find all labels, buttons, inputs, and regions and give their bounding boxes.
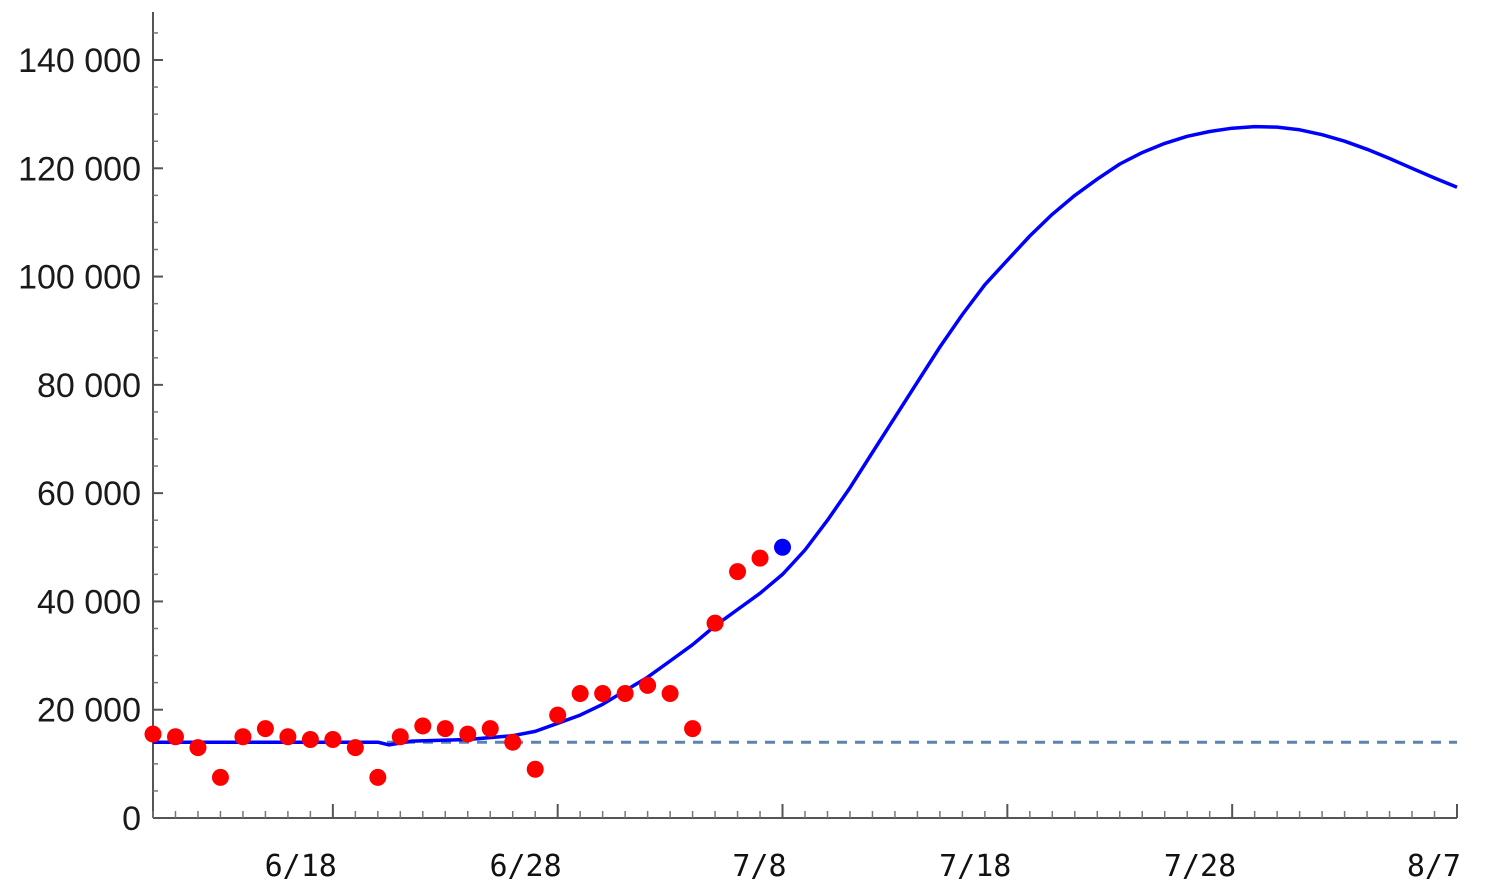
data-point — [436, 720, 454, 738]
y-tick-label: 80 000 — [37, 367, 141, 405]
data-point — [414, 717, 432, 735]
data-point — [616, 684, 634, 702]
data-point — [684, 720, 702, 738]
data-point — [346, 739, 364, 757]
data-point — [301, 730, 319, 748]
y-tick-label: 0 — [122, 800, 141, 838]
data-point — [504, 733, 522, 751]
data-point — [189, 739, 207, 757]
data-point — [549, 706, 567, 724]
data-point — [639, 676, 657, 694]
data-point — [166, 728, 184, 746]
data-point — [526, 760, 544, 778]
y-tick-label: 120 000 — [18, 150, 141, 188]
data-point — [234, 728, 252, 746]
data-point — [459, 725, 477, 743]
x-tick-label: 6/28 — [489, 849, 561, 882]
x-tick-label: 8/7 — [1407, 849, 1461, 882]
data-point — [144, 725, 162, 743]
data-point — [751, 549, 769, 567]
ticks — [152, 32, 1458, 819]
data-point — [279, 728, 297, 746]
x-tick-label: 7/18 — [939, 849, 1011, 882]
data-point — [571, 684, 589, 702]
data-point — [481, 720, 499, 738]
point-layer — [144, 538, 792, 786]
x-tick-label: 6/18 — [265, 849, 337, 882]
data-point — [706, 614, 724, 632]
data-point — [369, 768, 387, 786]
data-point — [661, 684, 679, 702]
data-point — [391, 728, 409, 746]
line-layer — [153, 124, 1458, 747]
y-tick-label: 40 000 — [37, 583, 141, 621]
latest-data-point — [774, 538, 792, 556]
y-tick-label: 100 000 — [18, 259, 141, 297]
data-point — [256, 720, 274, 738]
axes — [152, 12, 1457, 819]
data-point — [594, 684, 612, 702]
x-tick-label: 7/28 — [1164, 849, 1236, 882]
data-point — [211, 768, 229, 786]
y-tick-label: 20 000 — [37, 692, 141, 730]
data-point — [324, 730, 342, 748]
data-point — [729, 563, 747, 581]
tick-labels: 0 20 000 40 000 60 000 80 000 100 000 120 000 1… — [18, 42, 1461, 882]
y-tick-label: 60 000 — [37, 475, 141, 513]
y-tick-label: 140 000 — [18, 42, 141, 80]
fit-curve-line — [153, 124, 1458, 747]
x-tick-label: 7/8 — [732, 849, 786, 882]
